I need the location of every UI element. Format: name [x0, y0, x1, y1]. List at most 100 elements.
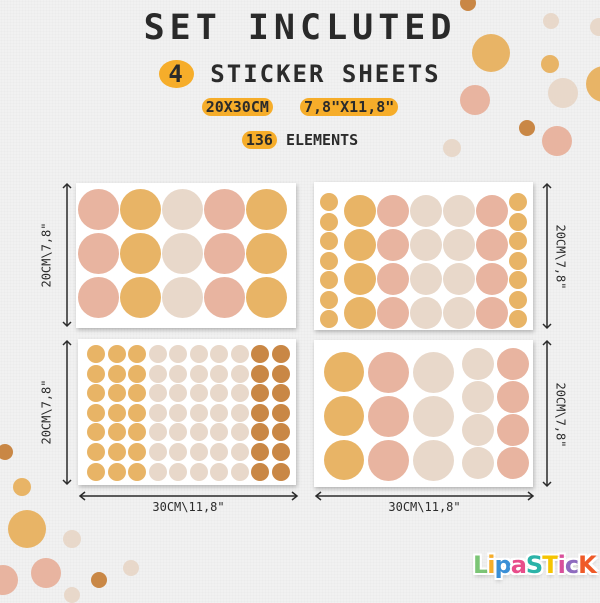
- size-cm: 20X30CM: [201, 98, 273, 116]
- sticker-dot: [497, 348, 529, 380]
- sticker-dot: [377, 263, 409, 295]
- sticker-dot: [87, 364, 105, 383]
- logo-letter: K: [578, 551, 597, 579]
- height-label-1: 20CM\7,8": [39, 222, 54, 288]
- sticker-sheet-4: [314, 340, 533, 487]
- brand-logo: LipaSTicK: [473, 551, 597, 579]
- sticker-dot: [410, 229, 442, 261]
- sticker-dot: [320, 212, 338, 231]
- page-title: SET INCLUTED: [143, 8, 457, 48]
- sticker-dot: [271, 384, 290, 403]
- sticker-dot: [509, 290, 527, 309]
- sticker-dot: [148, 403, 167, 422]
- sticker-dot: [210, 423, 228, 442]
- elements-number: 136: [241, 131, 277, 149]
- sticker-dot: [344, 229, 376, 261]
- sticker-dot: [107, 384, 126, 403]
- sheet-count-label: STICKER SHEETS: [210, 60, 441, 88]
- sticker-dot: [509, 251, 527, 270]
- sticker-dot: [443, 229, 475, 261]
- decorative-dot: [64, 587, 80, 603]
- sticker-dot: [169, 364, 187, 383]
- sticker-dot: [497, 381, 529, 413]
- decorative-dot: [519, 120, 535, 136]
- sticker-dot: [324, 440, 364, 480]
- decorative-dot: [472, 34, 510, 72]
- decorative-dot: [541, 55, 559, 73]
- sticker-dot: [169, 443, 187, 461]
- sticker-sheet-1: [76, 183, 296, 328]
- decorative-dot: [543, 13, 559, 29]
- sticker-dot: [87, 423, 105, 442]
- sticker-dot: [210, 364, 228, 383]
- decorative-dot: [443, 139, 461, 157]
- size-line: 20X30CM 7,8"X11,8": [0, 98, 600, 116]
- sticker-dot: [245, 276, 287, 318]
- sticker-dot: [128, 423, 146, 442]
- width-label-right: 30CM\11,8": [388, 500, 461, 514]
- sticker-dot: [119, 188, 161, 230]
- sheet-count-number: 4: [159, 60, 194, 88]
- sticker-dot: [412, 395, 454, 437]
- sticker-dot: [210, 462, 228, 481]
- sticker-dot: [320, 193, 338, 211]
- sticker-dot: [230, 423, 249, 442]
- logo-letter: p: [494, 551, 512, 579]
- sticker-dot: [128, 403, 146, 422]
- sticker-dot: [210, 384, 228, 403]
- sticker-dot: [320, 251, 338, 270]
- sticker-dot: [189, 345, 208, 363]
- sticker-dot: [107, 462, 126, 481]
- sticker-dot: [161, 232, 203, 274]
- sticker-dot: [169, 403, 187, 422]
- sticker-dot: [148, 384, 167, 403]
- sticker-dot: [169, 462, 187, 481]
- sticker-dot: [320, 271, 338, 289]
- sticker-dot: [87, 345, 105, 363]
- sticker-dot: [189, 462, 208, 481]
- sticker-dot: [320, 232, 338, 250]
- height-label-2: 20CM\7,8": [553, 224, 568, 290]
- sticker-dot: [77, 276, 119, 318]
- sticker-dot: [119, 232, 161, 274]
- sticker-dot: [476, 263, 508, 295]
- sticker-dot: [148, 462, 167, 481]
- decorative-dot: [63, 530, 81, 548]
- logo-letter: S: [525, 551, 543, 579]
- sticker-dot: [251, 364, 269, 383]
- sticker-dot: [107, 443, 126, 461]
- sticker-dot: [107, 423, 126, 442]
- sticker-dot: [271, 345, 290, 363]
- sticker-dot: [271, 403, 290, 422]
- sticker-sheet-3: [78, 339, 296, 485]
- sticker-dot: [324, 396, 364, 436]
- decorative-dot: [460, 0, 476, 11]
- sticker-dot: [230, 403, 249, 422]
- decorative-dot: [542, 126, 572, 156]
- sticker-dot: [203, 276, 245, 318]
- sticker-dot: [410, 263, 442, 295]
- height-label-4: 20CM\7,8": [553, 382, 568, 448]
- sticker-dot: [169, 345, 187, 363]
- decorative-dot: [31, 558, 61, 588]
- sticker-dot: [210, 403, 228, 422]
- sticker-dot: [509, 193, 527, 211]
- sticker-dot: [410, 195, 442, 227]
- sticker-dot: [251, 443, 269, 461]
- sticker-dot: [87, 403, 105, 422]
- sticker-dot: [367, 395, 409, 437]
- sticker-dot: [412, 351, 454, 393]
- sticker-dot: [497, 447, 529, 479]
- sticker-dot: [251, 384, 269, 403]
- sticker-dot: [251, 403, 269, 422]
- size-inches: 7,8"X11,8": [300, 98, 399, 116]
- sticker-dot: [344, 195, 376, 227]
- decorative-dot: [590, 18, 600, 36]
- decorative-dot: [8, 510, 46, 548]
- decorative-dot: [91, 572, 107, 588]
- sticker-sheet-2: [314, 182, 533, 330]
- sticker-dot: [230, 345, 249, 363]
- sticker-dot: [367, 351, 409, 393]
- sticker-dot: [251, 423, 269, 442]
